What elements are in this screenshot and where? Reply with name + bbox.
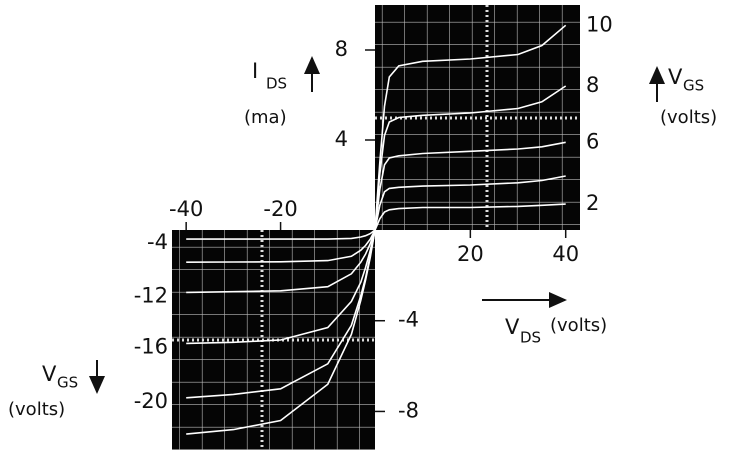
series-label-symbol: V bbox=[42, 362, 57, 386]
x-tick-label: 20 bbox=[457, 242, 484, 266]
y-label-symbol: I bbox=[252, 59, 258, 83]
y-tick-label: 8 bbox=[335, 37, 348, 61]
x-tick-label: -20 bbox=[263, 197, 297, 221]
figure: I DS (ma) V GS (volts) V DS (volts) V GS… bbox=[0, 0, 736, 452]
x-tick-label: -40 bbox=[169, 197, 203, 221]
series-label: 8 bbox=[586, 73, 599, 97]
y-tick-label: -8 bbox=[398, 398, 419, 422]
series-label: 2 bbox=[586, 191, 599, 215]
y-label-unit: (ma) bbox=[244, 107, 287, 128]
x-label-symbol: V bbox=[505, 315, 520, 339]
x-label-unit: (volts) bbox=[550, 315, 607, 336]
x-tick-label: 40 bbox=[552, 242, 579, 266]
y-tick-label: -4 bbox=[398, 308, 419, 332]
y-tick-label: 4 bbox=[335, 127, 348, 151]
series-label: 6 bbox=[586, 129, 599, 153]
series-label-subscript: GS bbox=[683, 77, 704, 95]
series-label-subscript: GS bbox=[57, 374, 78, 392]
x-label-subscript: DS bbox=[520, 329, 541, 347]
series-label: -12 bbox=[134, 283, 168, 307]
series-label-unit: (volts) bbox=[8, 399, 65, 420]
series-label-unit: (volts) bbox=[660, 107, 717, 128]
series-label-symbol: V bbox=[668, 65, 683, 89]
series-label: -4 bbox=[147, 230, 168, 254]
y-label-subscript: DS bbox=[266, 75, 287, 93]
page: I DS (ma) V GS (volts) V DS (volts) V GS… bbox=[0, 0, 736, 452]
series-label: -20 bbox=[134, 389, 168, 413]
series-label: -16 bbox=[134, 334, 168, 358]
series-label: 10 bbox=[586, 12, 613, 36]
